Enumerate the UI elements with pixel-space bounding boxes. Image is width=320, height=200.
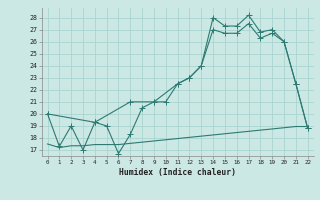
X-axis label: Humidex (Indice chaleur): Humidex (Indice chaleur) — [119, 168, 236, 177]
